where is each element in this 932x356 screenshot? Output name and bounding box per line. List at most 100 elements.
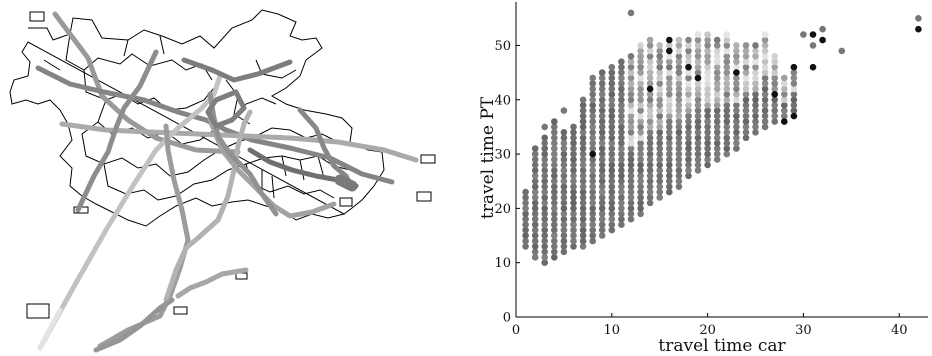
scatter-point: [551, 215, 558, 223]
scatter-point: [646, 96, 654, 104]
scatter-point: [608, 112, 616, 120]
scatter-point: [771, 107, 778, 114]
scatter-point: [704, 118, 711, 125]
scatter-point: [656, 58, 663, 65]
scatter-point: [570, 221, 577, 228]
scatter-point: [646, 58, 654, 65]
scatter-point: [675, 156, 683, 163]
scatter-point: [608, 96, 616, 104]
scatter-point: [627, 172, 635, 180]
scatter-point: [685, 42, 692, 49]
scatter-point: [646, 150, 654, 158]
scatter-point: [656, 150, 663, 158]
transit-route: [93, 297, 175, 353]
scatter-point: [646, 47, 654, 55]
scatter-point: [560, 150, 568, 158]
scatter-point: [675, 139, 683, 147]
scatter-point: [713, 47, 721, 55]
scatter-point: [608, 215, 616, 223]
scatter-point: [666, 145, 673, 152]
scatter-point: [666, 172, 673, 180]
scatter-point: [637, 161, 644, 169]
scatter-point: [646, 177, 654, 185]
scatter-point: [733, 96, 740, 104]
scatter-point: [598, 112, 606, 120]
scatter-point: [646, 118, 654, 125]
scatter-point: [694, 74, 702, 82]
scatter-point: [608, 134, 616, 142]
scatter-point: [637, 112, 644, 120]
scatter-point: [589, 123, 596, 131]
map-marker-1: [29, 11, 45, 22]
scatter-point: [560, 188, 568, 196]
scatter-point: [579, 107, 587, 114]
scatter-point: [541, 145, 548, 152]
scatter-point: [771, 74, 778, 82]
scatter-point: [598, 91, 606, 98]
scatter-point: [771, 118, 778, 125]
scatter-point: [589, 101, 596, 109]
scatter-point: [579, 118, 587, 125]
scatter-point: [579, 145, 587, 152]
scatter-point: [579, 129, 587, 136]
scatter-point: [646, 107, 654, 114]
scatter-point: [809, 31, 817, 38]
scatter-point: [723, 129, 731, 136]
scatter-point: [666, 118, 673, 125]
scatter-point: [694, 134, 702, 142]
scatter-point: [618, 167, 625, 174]
scatter-point: [589, 150, 596, 158]
scatter-point: [723, 36, 731, 44]
scatter-point: [627, 85, 635, 93]
scatter-point: [598, 96, 606, 104]
scatter-point: [618, 161, 625, 169]
scatter-point: [560, 183, 568, 190]
scatter-point: [646, 188, 654, 196]
scatter-point: [723, 63, 731, 71]
scatter-point: [570, 232, 577, 239]
scatter-point: [646, 80, 654, 87]
scatter-point: [771, 63, 778, 71]
scatter-point: [531, 243, 539, 250]
scatter-point: [608, 118, 616, 125]
scatter-point: [598, 134, 606, 142]
scatter-point: [694, 53, 702, 60]
scatter-point: [637, 107, 644, 114]
scatter-point: [541, 248, 548, 256]
scatter-point: [704, 112, 711, 120]
scatter-point: [637, 80, 644, 87]
scatter-point: [531, 199, 539, 207]
scatter-point: [713, 63, 721, 71]
transit-route: [75, 49, 159, 213]
scatter-point: [560, 205, 568, 212]
scatter-point: [733, 134, 740, 142]
scatter-point: [570, 243, 577, 250]
scatter-point: [685, 156, 692, 163]
scatter-point: [675, 107, 683, 114]
scatter-point: [579, 215, 587, 223]
scatter-point: [694, 156, 702, 163]
scatter-point: [790, 63, 798, 71]
district-outline-south: [9, 41, 346, 227]
scatter-point: [733, 145, 740, 152]
scatter-point: [646, 63, 654, 71]
scatter-point: [598, 139, 606, 147]
scatter-point: [666, 156, 673, 163]
scatter-point: [627, 91, 635, 98]
scatter-point: [656, 183, 663, 190]
scatter-point: [618, 215, 625, 223]
scatter-point: [713, 112, 721, 120]
scatter-point: [694, 80, 702, 87]
scatter-point: [541, 243, 548, 250]
scatter-point: [618, 221, 625, 228]
scatter-point: [579, 156, 587, 163]
scatter-point: [637, 58, 644, 65]
scatter-point: [723, 118, 731, 125]
scatter-point: [541, 205, 548, 212]
scatter-point: [608, 167, 616, 174]
scatter-point: [608, 107, 616, 114]
scatter-point: [598, 177, 606, 185]
scatter-point: [694, 96, 702, 104]
scatter-point: [608, 101, 616, 109]
scatter-point: [733, 112, 740, 120]
